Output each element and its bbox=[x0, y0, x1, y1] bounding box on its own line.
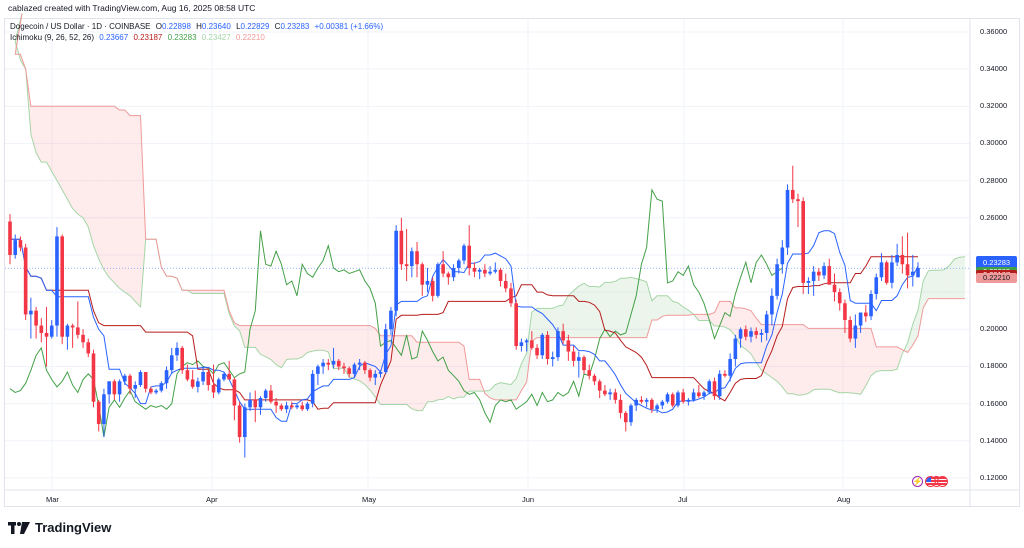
tradingview-logo[interactable]: TradingView bbox=[8, 520, 111, 535]
leading-span-b-value: 0.22210 bbox=[235, 33, 265, 42]
tradingview-logo-icon bbox=[8, 521, 30, 534]
attribution: cablazed created with TradingView.com, A… bbox=[8, 3, 256, 13]
leading-span-a-value: 0.23427 bbox=[201, 33, 231, 42]
price-change: +0.00381 (+1.66%) bbox=[314, 22, 384, 31]
base-line-value: 0.23187 bbox=[133, 33, 163, 42]
ohlc-open: O0.22898 bbox=[155, 22, 191, 31]
lightning-event-icon[interactable]: ⚡ bbox=[912, 476, 923, 487]
price-axis-label: 0.16000 bbox=[980, 398, 1008, 408]
price-axis-label: 0.12000 bbox=[980, 472, 1008, 482]
price-axis-label: 0.30000 bbox=[980, 138, 1008, 148]
price-tag: 0.22210 bbox=[976, 273, 1017, 284]
time-axis-label: Mar bbox=[46, 495, 59, 504]
price-axis-label: 0.20000 bbox=[980, 324, 1008, 334]
events-icons[interactable]: ⚡ bbox=[912, 476, 948, 487]
symbol-legend-row: Dogecoin / US Dollar · 1D · COINBASE O0.… bbox=[10, 21, 386, 32]
price-axis-label: 0.36000 bbox=[980, 27, 1008, 36]
indicator-name[interactable]: Ichimoku (9, 26, 52, 26) bbox=[10, 33, 95, 42]
time-axis-label: Apr bbox=[206, 495, 218, 504]
price-axis-label: 0.14000 bbox=[980, 435, 1008, 445]
ohlc-close: C0.23283 bbox=[274, 22, 310, 31]
conversion-line-value: 0.23667 bbox=[99, 33, 129, 42]
time-axis-label: Aug bbox=[837, 495, 851, 504]
price-axis-label: 0.34000 bbox=[980, 64, 1008, 74]
symbol-name[interactable]: Dogecoin / US Dollar · 1D · COINBASE bbox=[10, 22, 151, 31]
price-axis-label: 0.26000 bbox=[980, 212, 1008, 222]
price-axis-label: 0.18000 bbox=[980, 361, 1008, 371]
time-axis-label: May bbox=[362, 495, 377, 504]
us-flag-icon[interactable] bbox=[925, 476, 948, 487]
price-axis-label: 0.28000 bbox=[980, 175, 1008, 185]
time-axis-label: Jun bbox=[522, 495, 535, 504]
tradingview-brand: TradingView bbox=[35, 520, 112, 535]
time-axis-label: Jul bbox=[678, 495, 688, 504]
ohlc-low: L0.22829 bbox=[236, 22, 270, 31]
price-axis-label: 0.32000 bbox=[980, 101, 1008, 111]
lagging-span-value: 0.23283 bbox=[167, 33, 197, 42]
chart-legend: Dogecoin / US Dollar · 1D · COINBASE O0.… bbox=[10, 21, 386, 43]
chart-frame[interactable] bbox=[4, 18, 1020, 507]
indicator-legend-row: Ichimoku (9, 26, 52, 26) 0.23667 0.23187… bbox=[10, 32, 386, 43]
ohlc-high: H0.23640 bbox=[196, 22, 231, 31]
